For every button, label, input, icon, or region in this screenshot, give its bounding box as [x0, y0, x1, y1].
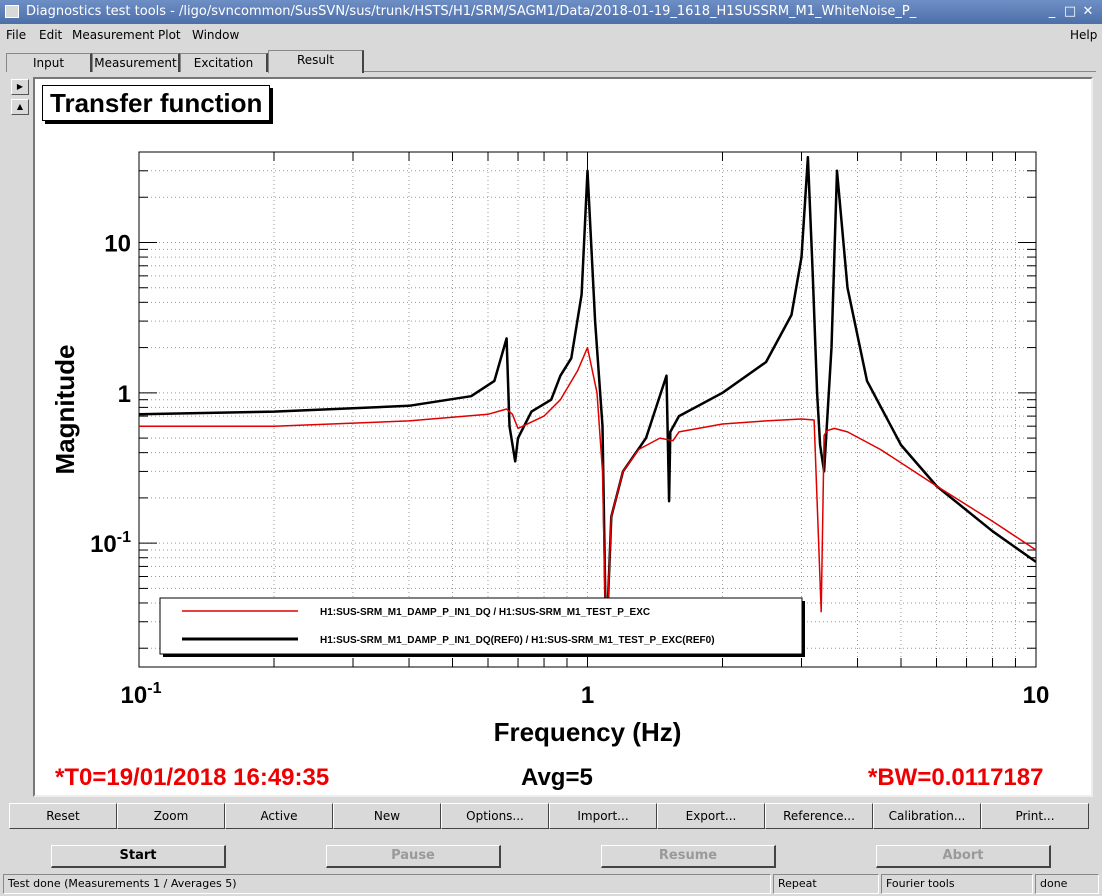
zoom-button[interactable]: Zoom: [117, 803, 225, 829]
tab-measurement[interactable]: Measurement: [92, 53, 180, 72]
legend-box: [159, 597, 803, 655]
reference-button[interactable]: Reference...: [765, 803, 873, 829]
y-tick-label: 10-1: [90, 529, 131, 558]
plot-title: Transfer function: [42, 85, 271, 121]
window-menu-icon[interactable]: [5, 5, 19, 18]
x-tick-label: 10-1: [121, 680, 162, 709]
export-button[interactable]: Export...: [657, 803, 765, 829]
menu-measurement[interactable]: Measurement: [72, 28, 155, 42]
menu-bar: File Edit Measurement Plot Window Help: [0, 24, 1102, 46]
t0-label: *T0=19/01/2018 16:49:35: [55, 764, 330, 791]
menu-help[interactable]: Help: [1070, 28, 1098, 42]
window-title: Diagnostics test tools - /ligo/svncommon…: [26, 4, 917, 19]
abort-button[interactable]: Abort: [876, 845, 1051, 868]
averages-label: Avg=5: [521, 764, 593, 791]
series-line-0: [139, 346, 1036, 649]
tab-bar: Input Measurement Excitation Result: [6, 50, 1096, 73]
pause-button[interactable]: Pause: [326, 845, 501, 868]
new-button[interactable]: New: [333, 803, 441, 829]
plot-frame: [138, 151, 1037, 668]
menu-edit[interactable]: Edit: [39, 28, 63, 42]
series-line-1: [139, 155, 1036, 650]
active-button[interactable]: Active: [225, 803, 333, 829]
x-tick-label: 10: [1023, 682, 1050, 709]
start-button[interactable]: Start: [51, 845, 226, 868]
y-tick-label: 10: [104, 231, 131, 258]
tab-excitation[interactable]: Excitation: [180, 53, 268, 72]
calibration-button[interactable]: Calibration...: [873, 803, 981, 829]
tab-result[interactable]: Result: [268, 50, 364, 73]
legend-entry: H1:SUS-SRM_M1_DAMP_P_IN1_DQ / H1:SUS-SRM…: [320, 607, 650, 618]
status-message: Test done (Measurements 1 / Averages 5): [3, 874, 771, 894]
print-button[interactable]: Print...: [981, 803, 1089, 829]
status-tool: Fourier tools: [881, 874, 1033, 894]
tab-input[interactable]: Input: [6, 53, 92, 72]
y-tick-label: 1: [118, 381, 131, 408]
import-button[interactable]: Import...: [549, 803, 657, 829]
expand-up-icon[interactable]: ▲: [11, 99, 29, 115]
plot-toolbar: Reset Zoom Active New Options... Import.…: [9, 803, 1089, 829]
resume-button[interactable]: Resume: [601, 845, 776, 868]
status-state: done: [1035, 874, 1099, 894]
maximize-icon[interactable]: □: [1063, 4, 1077, 19]
menu-window[interactable]: Window: [192, 28, 240, 42]
window-titlebar: Diagnostics test tools - /ligo/svncommon…: [0, 0, 1102, 24]
status-mode: Repeat: [773, 874, 879, 894]
reset-button[interactable]: Reset: [9, 803, 117, 829]
x-axis-label: Frequency (Hz): [494, 717, 682, 747]
status-bar: Test done (Measurements 1 / Averages 5) …: [0, 874, 1102, 894]
minimize-icon[interactable]: _: [1048, 4, 1056, 19]
x-tick-label: 1: [581, 682, 594, 709]
y-axis-label: Magnitude: [50, 345, 80, 475]
options-button[interactable]: Options...: [441, 803, 549, 829]
expand-right-icon[interactable]: ▶: [11, 79, 29, 95]
menu-plot[interactable]: Plot: [158, 28, 181, 42]
legend-entry: H1:SUS-SRM_M1_DAMP_P_IN1_DQ(REF0) / H1:S…: [320, 635, 715, 646]
close-icon[interactable]: ✕: [1082, 4, 1094, 19]
bandwidth-label: *BW=0.0117187: [868, 764, 1044, 791]
menu-file[interactable]: File: [6, 28, 27, 42]
